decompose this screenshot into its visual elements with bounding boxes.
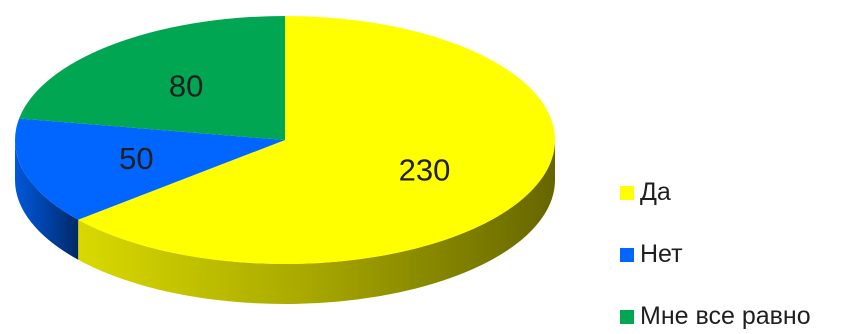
- legend-label-mne-vse-ravno: Мне все равно: [640, 302, 811, 330]
- pie-chart-svg: 230 50 80: [14, 16, 555, 304]
- pie-side-da: [78, 140, 555, 304]
- legend-item-da: Да: [620, 178, 671, 207]
- pie-slice-da: [78, 16, 555, 265]
- legend-label-net: Нет: [640, 240, 683, 268]
- legend-item-net: Нет: [620, 240, 683, 269]
- pie-slice-mne-vse-ravno: [19, 16, 286, 140]
- legend-label-da: Да: [640, 178, 671, 206]
- pie-side-net: [15, 140, 79, 260]
- legend-item-mne-vse-ravno: Мне все равно: [620, 302, 811, 331]
- legend-swatch-da: [620, 185, 634, 200]
- data-label-net: 50: [119, 141, 153, 176]
- data-label-mne-vse-ravno: 80: [169, 68, 203, 103]
- legend-swatch-net: [620, 247, 634, 262]
- data-label-da: 230: [399, 152, 451, 187]
- pie-slice-net: [14, 118, 285, 220]
- legend-swatch-mne-vse-ravno: [620, 309, 634, 324]
